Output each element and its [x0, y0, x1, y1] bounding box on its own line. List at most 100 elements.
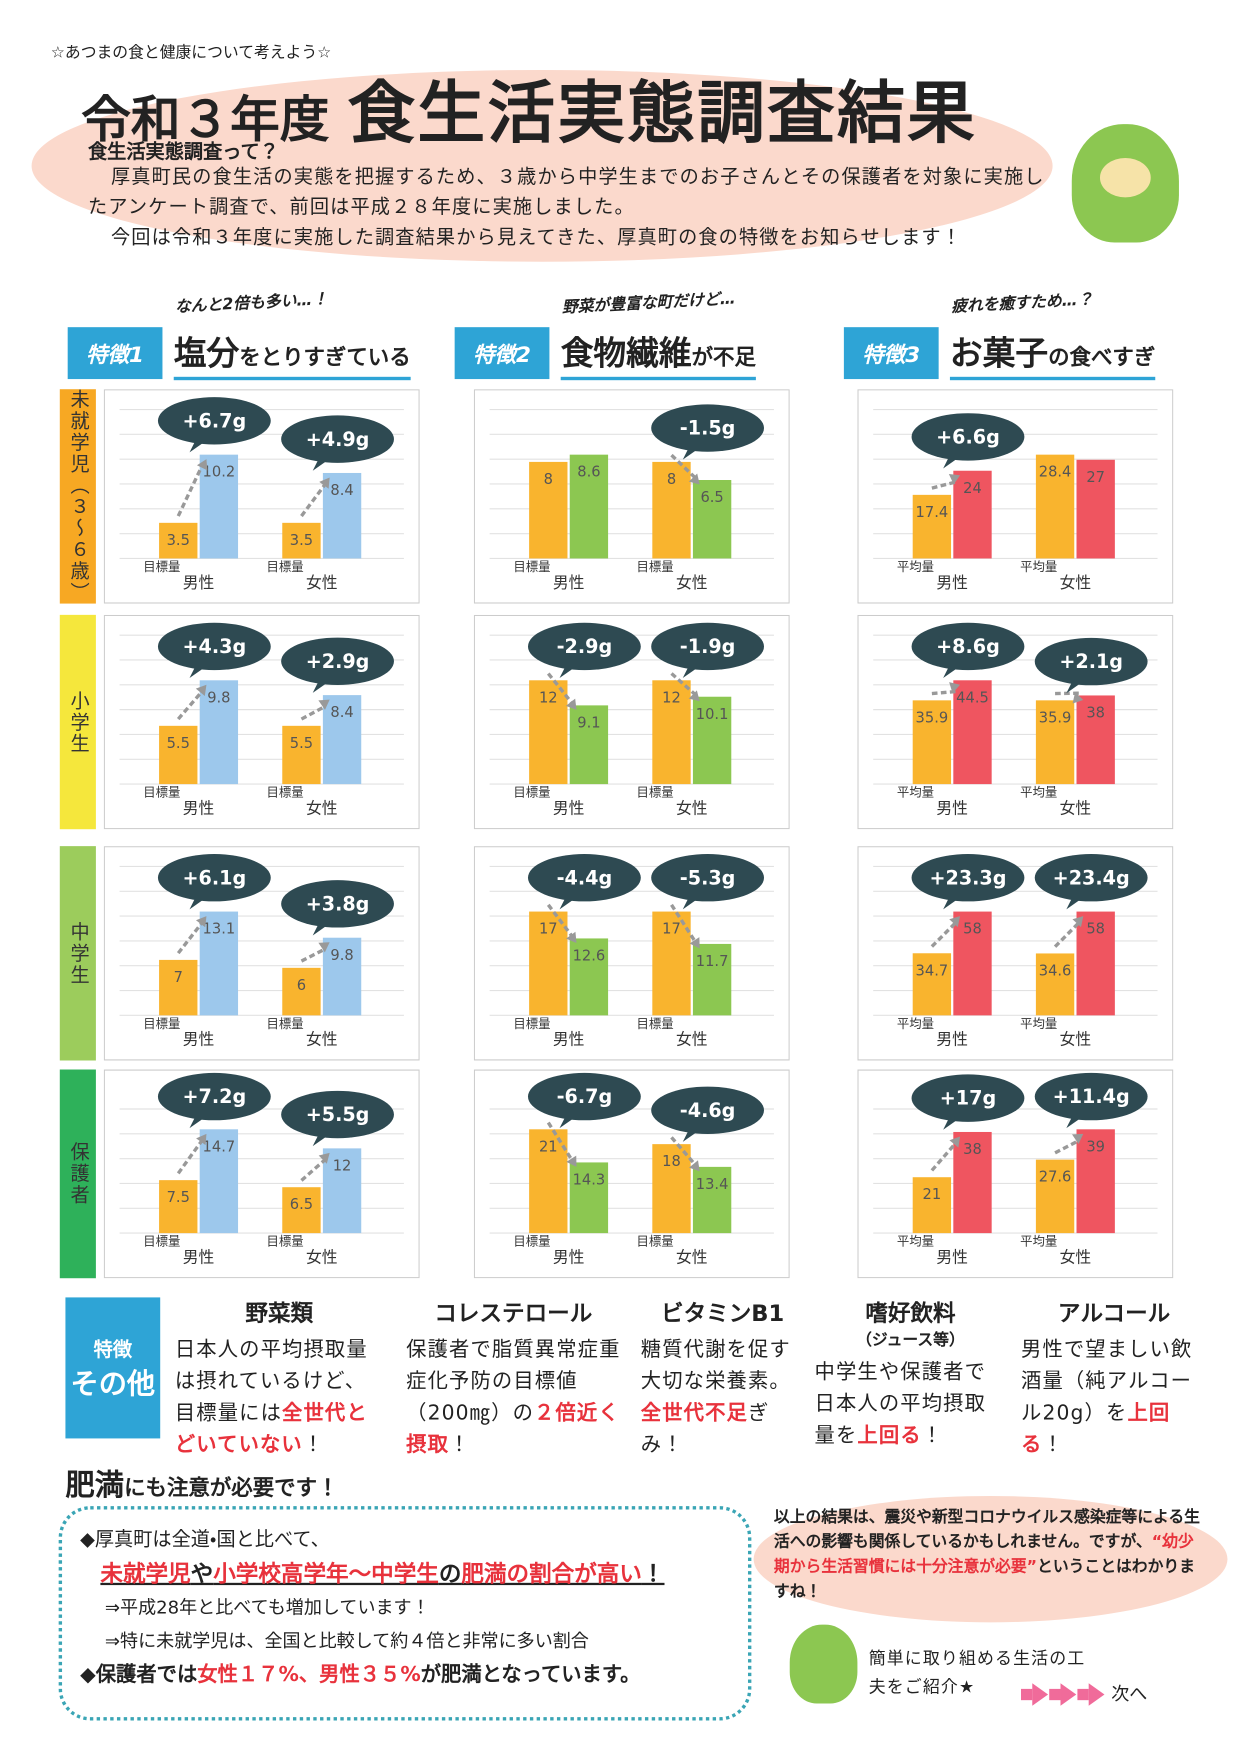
bar-value: 35.9: [916, 709, 949, 726]
diff-arrow: [931, 480, 956, 490]
text-run: が肥満となっています。: [420, 1662, 641, 1687]
bar: [199, 454, 239, 559]
diff-arrow-head: [318, 699, 330, 710]
group-name: 女性: [1060, 1247, 1092, 1266]
text-run: の: [438, 1560, 462, 1588]
bar-value: 12.6: [573, 947, 606, 964]
bar: [1076, 1129, 1115, 1234]
baseline-label: 目標量: [266, 1016, 303, 1031]
other-item-title: ビタミンB1: [661, 1299, 785, 1327]
baseline-label: 目標量: [513, 559, 550, 574]
baseline-label: 平均量: [897, 1016, 934, 1031]
diff-arrow: [670, 672, 697, 696]
diff-arrow-head: [195, 684, 207, 696]
text-run: ぎみ！: [640, 1401, 770, 1457]
other-item-title: 嗜好飲料: [865, 1299, 956, 1327]
diff-arrow: [300, 483, 327, 518]
bar-value: 38: [963, 1141, 982, 1158]
baseline-label: 平均量: [897, 1234, 934, 1249]
feature-tagline: 疲れを癒すため…？: [950, 290, 1094, 317]
diff-bubble: [911, 413, 1025, 461]
mascot-face: [1099, 157, 1151, 198]
baseline-label: 平均量: [1020, 559, 1057, 574]
diff-arrow-head: [566, 931, 577, 943]
bar-value: 11.7: [696, 953, 729, 970]
bar: [322, 695, 362, 785]
bar: [322, 937, 362, 1016]
group-name: 女性: [306, 573, 338, 592]
group-name: 女性: [676, 798, 708, 817]
feature-heading-big: お菓子: [949, 333, 1049, 373]
bar: [159, 959, 198, 1016]
text-run: ！: [921, 1423, 944, 1448]
bar: [199, 680, 239, 785]
text-run: ◆保護者では: [80, 1662, 198, 1687]
diff-arrow-head: [689, 937, 700, 949]
feature-label: 特徴1: [67, 327, 163, 380]
diff-arrow-head: [1072, 916, 1084, 928]
text-run: と非常に多い割合: [444, 1630, 589, 1652]
bar: [199, 911, 239, 1016]
group-name: 男性: [553, 798, 585, 817]
group-name: 男性: [936, 1030, 968, 1049]
bar-value: 39: [1086, 1138, 1105, 1155]
bar-value: 17.4: [916, 504, 949, 521]
bar-value: 10.1: [696, 706, 729, 723]
diff-label: +17g: [940, 1087, 996, 1110]
bar-value: 5.5: [167, 735, 190, 752]
baseline-label: 平均量: [897, 559, 934, 574]
diff-arrow: [670, 1136, 697, 1166]
group-name: 男性: [553, 1030, 585, 1049]
bar-value: 3.5: [290, 532, 313, 549]
diff-arrow-head: [196, 1133, 207, 1146]
bar: [652, 680, 691, 785]
diff-bubble: [911, 1074, 1025, 1122]
bar-value: 58: [963, 921, 982, 938]
diff-label: -5.3g: [680, 866, 736, 889]
diff-arrow-head: [688, 690, 700, 702]
top-note: ☆あつまの食と健康について考えよう☆: [50, 43, 332, 63]
bar-value: 7: [174, 969, 183, 986]
bar: [912, 1177, 952, 1234]
bar: [159, 1180, 198, 1234]
diff-arrow: [930, 921, 957, 948]
diff-arrow: [1053, 921, 1080, 948]
diff-label: +7.2g: [183, 1085, 247, 1108]
bar: [569, 1162, 609, 1234]
other-item: 野菜類 日本人の平均摂取量は摂れているけど、目標量には全世代とどいていない！: [175, 1295, 384, 1461]
bar-value: 58: [1086, 921, 1105, 938]
obesity-line: ⇒特に未就学児は、全国と比較して約４倍と非常に多い割合: [80, 1625, 730, 1659]
baseline-label: 目標量: [637, 785, 674, 800]
other-item-body: 糖質代謝を促す大切な栄養素。全世代不足ぎみ！: [641, 1335, 805, 1461]
bar-value: 6: [297, 977, 306, 994]
note-blob: [753, 1495, 1228, 1623]
next-link[interactable]: 次へ: [1111, 1683, 1148, 1705]
diff-arrow: [546, 1121, 574, 1162]
feature-heading: 食物繊維が不足: [560, 327, 756, 381]
diff-bubble: [651, 1086, 765, 1134]
diff-arrow: [300, 947, 326, 963]
bar: [953, 911, 992, 1016]
bar: [1076, 459, 1115, 559]
age-group-label: 小学生: [59, 614, 96, 830]
bar-value: 13.1: [203, 921, 236, 938]
bar: [529, 680, 568, 785]
group-name: 男性: [183, 573, 215, 592]
diff-arrow-head: [689, 1160, 700, 1172]
bar-value: 7.5: [167, 1189, 190, 1206]
obesity-heading: 肥満にも注意が必要です！: [65, 1462, 338, 1504]
diff-arrow-head: [566, 1155, 577, 1167]
bar-value: 44.5: [956, 689, 989, 706]
page-title: 令和３年度 食生活実態調査結果: [81, 59, 977, 157]
group-name: 女性: [306, 1030, 338, 1049]
bar-value: 8: [544, 471, 553, 488]
emphasis: 全世代不足: [640, 1401, 748, 1425]
text-run: 以上の結果は、震災や新型コロナウイルス感染症等による生活への影響も関係しているか…: [773, 1508, 1200, 1552]
diff-bubble: [527, 1072, 641, 1121]
bar: [569, 454, 609, 559]
bar-value: 28.4: [1039, 464, 1072, 481]
baseline-label: 目標量: [143, 785, 180, 800]
diff-bubble: [1034, 1072, 1148, 1121]
